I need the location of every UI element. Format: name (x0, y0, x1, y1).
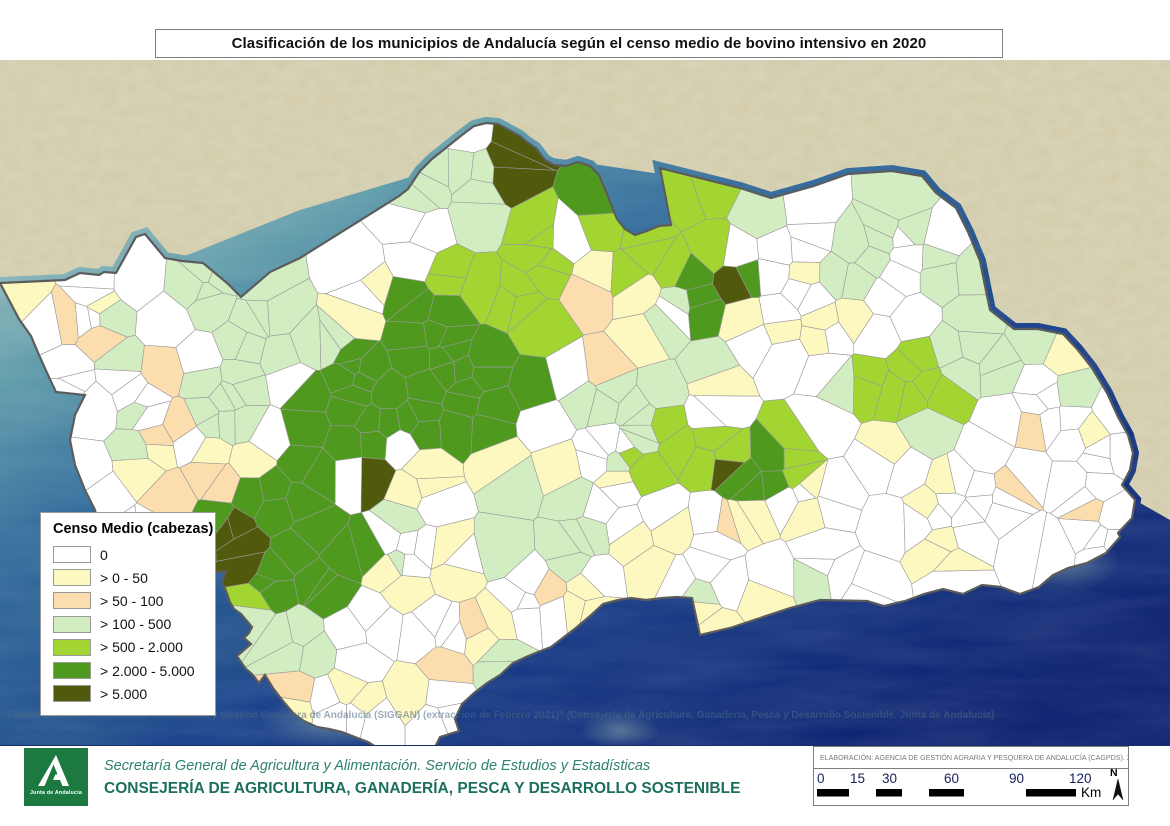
svg-text:60: 60 (944, 771, 959, 786)
svg-text:15: 15 (850, 771, 865, 786)
svg-text:120: 120 (1069, 771, 1092, 786)
svg-text:0: 0 (817, 771, 825, 786)
svg-text:30: 30 (882, 771, 897, 786)
svg-text:Km: Km (1081, 785, 1101, 800)
svg-text:N: N (1110, 767, 1118, 779)
svg-text:Junta de Andalucía: Junta de Andalucía (30, 790, 82, 796)
svg-text:90: 90 (1009, 771, 1024, 786)
